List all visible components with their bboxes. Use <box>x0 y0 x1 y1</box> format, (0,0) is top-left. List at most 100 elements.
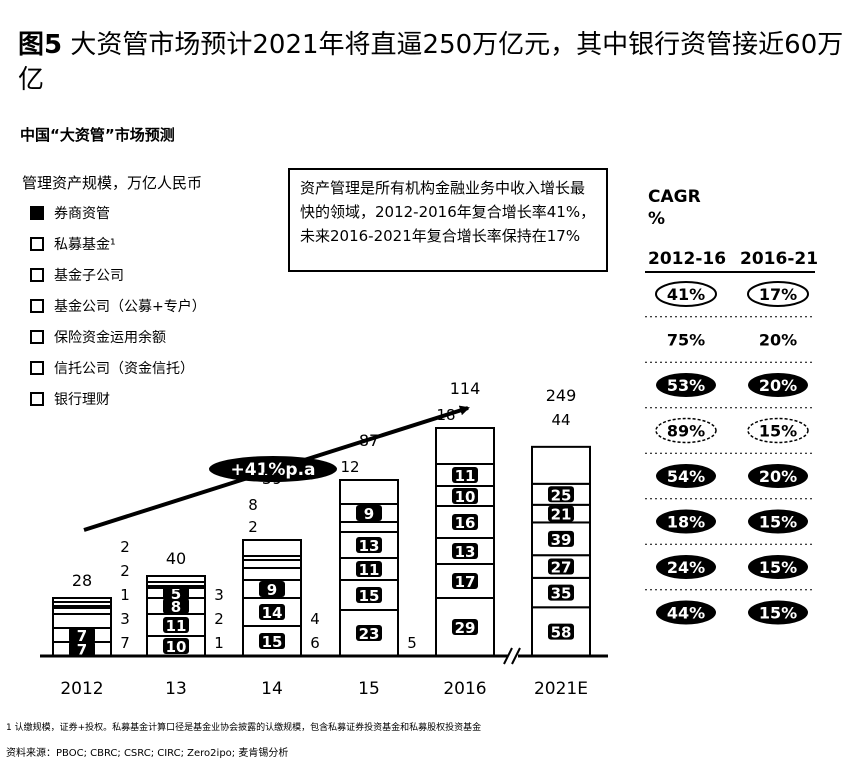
value-label: 9 <box>267 581 277 599</box>
cagr-badge <box>655 417 717 444</box>
cagr-badge <box>747 417 809 444</box>
value-label: 10 <box>455 488 476 506</box>
value-label: 7 <box>120 634 130 652</box>
value-label: 23 <box>359 625 380 643</box>
cagr-value: 75% <box>667 331 705 350</box>
cagr-badge <box>748 373 808 397</box>
value-label: 58 <box>551 624 572 642</box>
value-badge <box>548 584 574 601</box>
cagr-value: 18% <box>667 513 705 532</box>
figure-title-text: 大资管市场预计2021年将直逼250万亿元，其中银行资管接近60万亿 <box>18 30 844 95</box>
value-badge <box>356 537 382 553</box>
value-label: 13 <box>455 543 476 561</box>
cagr-value: 20% <box>759 376 797 395</box>
value-badge <box>548 558 574 575</box>
axis-break-mark <box>503 647 513 665</box>
value-label: 9 <box>364 505 374 523</box>
cagr-badge <box>748 509 808 534</box>
cagr-value: 15% <box>759 422 797 441</box>
value-label: 3 <box>214 586 224 604</box>
value-badge <box>259 604 285 620</box>
figure-number: 图5 <box>18 30 63 60</box>
value-label: 4 <box>310 610 320 628</box>
figure-title: 图5 大资管市场预计2021年将直逼250万亿元，其中银行资管接近60万亿 <box>18 28 848 98</box>
value-label: 14 <box>262 604 283 622</box>
category-label: 2012 <box>60 679 103 699</box>
bar-segment <box>146 575 206 583</box>
value-label: 13 <box>359 537 380 555</box>
cagr-col1-header: 2012-16 <box>648 249 727 269</box>
value-label: 27 <box>551 559 572 577</box>
cagr-header-rule <box>645 271 815 273</box>
value-label: 12 <box>340 458 359 476</box>
value-badge <box>452 573 478 589</box>
legend-label: 银行理财 <box>54 392 110 408</box>
value-label: 2 <box>120 538 130 556</box>
growth-badge <box>209 456 337 482</box>
value-badge <box>69 641 95 657</box>
total-label: 114 <box>450 379 481 398</box>
value-badge <box>163 617 189 633</box>
bar-segment <box>339 479 399 505</box>
category-label: 15 <box>358 679 380 699</box>
cagr-value: 15% <box>759 604 797 623</box>
cagr-badge <box>656 373 716 397</box>
value-badge <box>163 638 189 654</box>
legend-swatch <box>30 330 44 344</box>
value-badge <box>259 633 285 649</box>
cagr-badge <box>655 281 717 307</box>
cagr-value: 24% <box>667 558 705 577</box>
cagr-badge <box>748 600 808 625</box>
value-badge <box>356 561 382 577</box>
source-note: 资料来源：PBOC; CBRC; CSRC; CIRC; Zero2ipo; 麦… <box>6 748 289 759</box>
cagr-value: 53% <box>667 376 705 395</box>
legend-swatch <box>30 268 44 282</box>
value-label: 7 <box>77 641 87 659</box>
legend-swatch <box>30 299 44 313</box>
value-label: 1 <box>214 634 224 652</box>
cagr-value: 89% <box>667 422 705 441</box>
cagr-badge <box>747 281 809 307</box>
footnote: 1 认缴规模，证券+投权。私募基金计算口径是基金业协会披露的认缴规模，包含私募证… <box>6 723 482 733</box>
callout-text: 资产管理是所有机构金融业务中收入增长最快的领域，2012-2016年复合增长率4… <box>300 179 596 245</box>
bar-segment <box>435 563 495 599</box>
cagr-badge <box>656 600 716 625</box>
legend-label: 基金公司（公募+专户） <box>54 299 206 315</box>
value-label: 8 <box>248 496 258 514</box>
bar-segment <box>339 521 399 533</box>
cagr-value: 17% <box>759 285 797 304</box>
value-label: 29 <box>455 619 476 637</box>
value-badge <box>452 543 478 559</box>
callout-box: 资产管理是所有机构金融业务中收入增长最快的领域，2012-2016年复合增长率4… <box>288 168 608 272</box>
cagr-value: 54% <box>667 467 705 486</box>
value-label: 35 <box>551 585 572 603</box>
value-badge <box>259 581 285 597</box>
cagr-badge <box>656 509 716 534</box>
total-label: 87 <box>359 431 379 450</box>
bar-segment <box>52 613 112 629</box>
total-label: 59 <box>262 469 282 488</box>
legend-swatch <box>30 206 44 220</box>
value-label: 2 <box>214 610 224 628</box>
value-label: 11 <box>166 617 187 635</box>
value-badge <box>356 505 382 521</box>
value-label: 25 <box>551 486 572 504</box>
value-badge <box>548 623 574 640</box>
unit-label: 管理资产规模，万亿人民币 <box>22 174 203 192</box>
value-label: 8 <box>171 598 181 616</box>
legend-label: 券商资管 <box>54 206 110 222</box>
chart-title: 中国“大资管”市场预测 <box>20 126 175 144</box>
legend-swatch <box>30 361 44 375</box>
value-label: 3 <box>120 610 130 628</box>
value-label: 11 <box>455 467 476 485</box>
cagr-value: 20% <box>759 467 797 486</box>
value-badge <box>452 488 478 504</box>
value-label: 16 <box>455 514 476 532</box>
total-label: 40 <box>166 549 186 568</box>
cagr-badge <box>656 464 716 488</box>
axis-break-mark <box>511 647 521 665</box>
value-label: 11 <box>359 561 380 579</box>
value-badge <box>548 486 574 503</box>
value-label: 15 <box>262 633 283 651</box>
value-label: 6 <box>310 634 320 652</box>
